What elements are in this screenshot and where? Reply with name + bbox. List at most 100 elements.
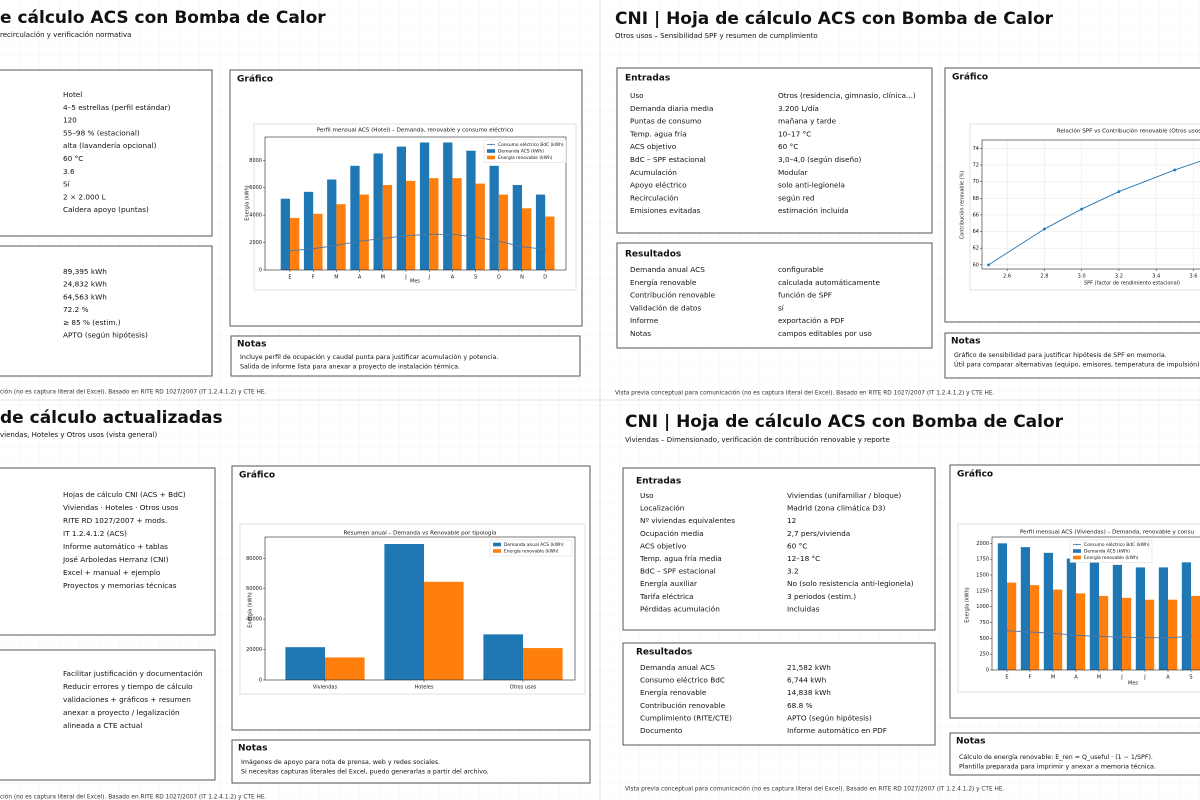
legend-swatch xyxy=(1073,549,1081,553)
row-value: alta (lavandería opcional) xyxy=(63,141,157,150)
section-heading: Entradas xyxy=(625,74,670,84)
row-value: 2 × 2.000 L xyxy=(63,192,107,201)
row-label: BdC – SPF estacional xyxy=(640,567,716,576)
row-value: 14,838 kWh xyxy=(787,688,831,697)
notes-box xyxy=(949,732,1200,776)
row-value: estimación incluida xyxy=(778,206,849,215)
bar xyxy=(483,634,523,680)
section-heading: Notas xyxy=(956,737,985,747)
plot-frame xyxy=(981,139,1200,270)
section-heading: Resultados xyxy=(625,250,681,260)
panel: CNI | Hoja de cálculo ACS con Bomba de C… xyxy=(615,9,1200,397)
row-label: Energía auxiliar xyxy=(640,579,697,588)
row-value: Informe automático en PDF xyxy=(787,726,887,735)
title: CNI | Hoja de cálculo ACS con Bomba de C… xyxy=(615,9,1054,29)
bar xyxy=(290,217,300,270)
panel: e cálculo ACS con Bomba de Calor recircul… xyxy=(0,8,583,396)
notes-box xyxy=(944,332,1200,379)
y-tick-label: 0 xyxy=(259,268,262,274)
row-label: ACS objetivo xyxy=(630,142,677,151)
section-heading: Gráfico xyxy=(237,75,273,85)
x-tick-label: A xyxy=(1074,675,1078,681)
y-tick-label: 62 xyxy=(973,246,979,252)
row-value: Otros (residencia, gimnasio, clínica...) xyxy=(778,91,916,100)
point xyxy=(474,236,477,238)
row-label: Cumplimiento (RITE/CTE) xyxy=(640,713,732,722)
point xyxy=(1144,636,1146,639)
bar xyxy=(466,150,476,270)
point xyxy=(1167,636,1169,639)
note-line: Si necesitas capturas literales del Exce… xyxy=(241,769,489,776)
point xyxy=(451,233,454,236)
row-value: Hotel xyxy=(63,90,82,99)
note-line: Útil para comparar alternativas (equipo,… xyxy=(954,360,1200,369)
bar xyxy=(303,191,314,270)
bar xyxy=(1089,562,1099,670)
bar xyxy=(475,183,485,270)
point xyxy=(1052,632,1054,635)
x-axis-label: Mes xyxy=(410,279,420,285)
legend-swatch xyxy=(1076,543,1078,546)
subtitle: Otros usos – Sensibilidad SPF y resumen … xyxy=(615,32,818,40)
figure xyxy=(969,123,1200,291)
row-label: Energía renovable xyxy=(640,688,707,697)
point xyxy=(1121,636,1123,638)
bar xyxy=(373,153,383,270)
y-axis-label: Energía (kWh) xyxy=(964,587,971,623)
section-box xyxy=(616,67,933,234)
notes-box xyxy=(231,739,591,784)
row-value: Modular xyxy=(778,168,808,177)
bar xyxy=(1135,567,1145,670)
legend-label: Energía renovable (kWh) xyxy=(504,548,559,555)
section-box xyxy=(622,467,936,631)
row-label: ACS objetivo xyxy=(640,541,687,550)
bar xyxy=(1030,585,1040,670)
legend-frame xyxy=(483,139,567,163)
y-tick-label: 2000 xyxy=(249,240,262,246)
x-tick-label: M xyxy=(334,275,338,281)
point xyxy=(381,237,384,240)
bar xyxy=(350,165,360,270)
row-value: Viviendas (unifamiliar / bloque) xyxy=(787,491,901,500)
row-value: 60 °C xyxy=(63,154,83,163)
y-tick-label: 80000 xyxy=(246,556,262,562)
panel: de cálculo actualizadas viendas, Hoteles … xyxy=(0,408,591,800)
row-value: configurable xyxy=(778,265,824,274)
row-value: 2,7 pers/vivienda xyxy=(787,529,850,538)
row-label: Demanda anual ACS xyxy=(640,663,715,672)
legend-label: Consumo eléctrico BdC (kWh) xyxy=(498,141,564,148)
point xyxy=(1117,190,1121,194)
x-tick-label: Hoteles xyxy=(415,685,434,691)
x-tick-label: A xyxy=(1166,675,1170,681)
point xyxy=(358,240,361,243)
row-value: APTO (según hipótesis) xyxy=(63,331,148,340)
bar xyxy=(327,179,337,270)
bar xyxy=(280,198,290,270)
bar xyxy=(1076,593,1086,670)
section-box xyxy=(0,245,213,377)
row-label: Energía renovable xyxy=(630,278,697,287)
row-label: Temp. agua fría media xyxy=(639,554,722,563)
point xyxy=(1075,634,1077,637)
x-tick-label: 2.8 xyxy=(1040,274,1048,280)
bar xyxy=(396,146,406,270)
row-value: anexar a proyecto / legalización xyxy=(63,708,180,717)
y-tick-label: 250 xyxy=(979,652,989,658)
row-value: Proyectos y memorias técnicas xyxy=(63,581,177,590)
plot-frame xyxy=(264,536,576,681)
line xyxy=(289,233,546,252)
y-tick-label: 8000 xyxy=(249,158,262,164)
y-axis-label: Energía (kWh) xyxy=(247,592,254,628)
row-label: Emisiones evitadas xyxy=(630,206,701,215)
x-axis-label: Mes xyxy=(1128,681,1138,687)
row-label: Localización xyxy=(640,504,684,513)
point xyxy=(405,234,407,237)
bar xyxy=(443,142,453,270)
bar xyxy=(419,142,430,270)
y-tick-label: 1000 xyxy=(976,604,989,610)
title: de cálculo actualizadas xyxy=(0,408,223,428)
row-value: 72.2 % xyxy=(63,305,89,314)
bar xyxy=(535,194,546,270)
legend-frame xyxy=(489,539,573,557)
